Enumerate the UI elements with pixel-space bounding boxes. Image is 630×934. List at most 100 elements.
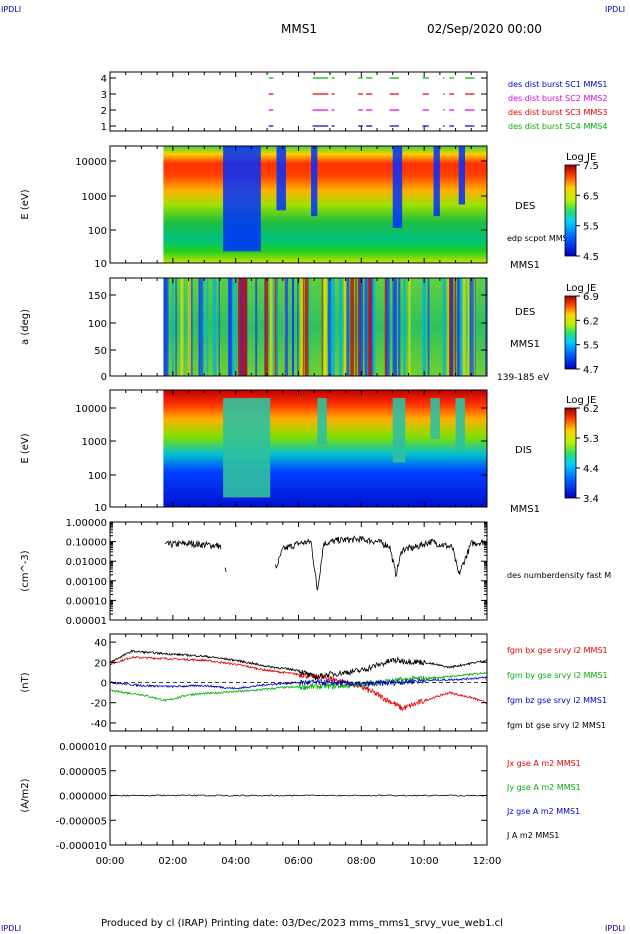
des-pitch-stripe [284,278,289,376]
des-pitch-stripe [218,278,220,376]
burst-legend-3: des dist burst SC3 MMS3 [508,108,607,117]
des-pitch-stripe [462,278,466,376]
burst-ytick-label: 1 [101,122,107,133]
time-axis-label: 08:00 [347,856,376,867]
density-trace [224,567,227,573]
bfield-ytick-label: 40 [94,638,107,649]
des-pitch-stripe [235,278,238,376]
des-pitch-stripe [427,278,430,376]
colorbar-tick-label-3: 5.3 [583,434,599,445]
bfield-ylabel: (nT) [20,672,31,692]
des-energy-heatmap [163,146,488,263]
des-pitch-stripe [350,278,354,376]
des-pitch-stripe [473,278,475,376]
dis-energy-ytick-label: 10000 [75,404,107,415]
des-pitch-stripe [459,278,464,376]
des-pitch-stripe [206,278,209,376]
dis-energy-dip [392,398,406,463]
panel-frame-4 [109,521,488,621]
spacecraft-title: MMS1 [281,22,317,36]
bfield-ytick-label: -20 [91,699,107,710]
date-title: 02/Sep/2020 00:00 [427,22,542,36]
footer-text: Produced by cl (IRAP) Printing date: 03/… [101,918,503,929]
des-pitch-stripe [398,278,401,376]
des-pitch-stripe [180,278,184,376]
des-pitch-stripe [237,278,242,376]
des-energy-dip [392,146,403,228]
des-pitch-stripe [467,278,470,376]
des-pitch-stripe [346,278,350,376]
colorbar-tick-label-2: 5.5 [583,341,599,352]
corner-label-bottom-right: IPDLI [605,924,626,933]
current-ytick-label: -0.000005 [56,816,107,827]
des-pitch-stripe [242,278,245,376]
des-energy-dip [433,146,440,217]
des-pitch-stripe [270,278,273,376]
des-pitch-stripe [469,278,472,376]
des-pitch-stripe [202,278,205,376]
des-pitch-stripe [231,278,235,376]
bfield-ytick-label: 0 [101,679,107,690]
des-pitch-ytick-label: 150 [88,291,107,302]
current-legend-red: Jx gse A m2 MMS1 [506,759,581,768]
density-series-label: des numberdensity fast M [507,571,611,580]
heatmap-layer [163,146,488,507]
des-pitch-stripe [442,278,446,376]
des-pitch-stripe [364,278,368,376]
des-pitch-stripe [166,278,169,376]
dis-energy-ytick-label: 1000 [82,437,107,448]
density-ytick-label: 0.00001 [66,616,107,627]
bfield-trace-blue [109,676,488,690]
des-energy-dip [223,146,261,252]
colorbar-2 [564,295,577,370]
des-pitch-stripe [355,278,357,376]
axes-layer: 4 3 2 1 des dist burst SC1 MMS1 des dist burs… [20,71,611,867]
burst-ytick-label: 3 [101,90,107,101]
colorbar-tick-label-3: 3.4 [583,494,599,505]
dis-energy-dip [455,398,466,451]
colorbar-tick-label-2: 6.2 [583,316,599,327]
des-pitch-stripe [484,278,487,376]
time-axis-label: 02:00 [158,856,187,867]
density-ytick-label: 1.00000 [66,518,107,529]
bfield-ytick-label: -40 [91,719,107,730]
des-pitch-stripe [403,278,406,376]
burst-legend-2: des dist burst SC2 MMS2 [508,94,607,103]
des-pitch-stripe [255,278,258,376]
bfield-ytick-label: 20 [94,658,107,669]
colorbar-tick-label-3: 6.2 [583,404,599,415]
dis-energy-dip [430,398,440,439]
colorbar-title-2: Log JE [566,283,596,294]
des-pitch-ytick-label: 50 [94,346,107,357]
des-energy-ytick-label: 100 [88,226,107,237]
current-ytick-label: 0.000000 [59,792,107,803]
des-energy-spacecraft: MMS1 [510,260,540,271]
des-pitch-stripe [300,278,304,376]
panel-frame-0 [109,71,488,132]
current-ytick-label: -0.000010 [56,841,107,852]
des-pitch-stripe [392,278,396,376]
colorbar-tick-label-2: 6.9 [583,292,599,303]
des-energy-dip [311,146,318,217]
des-pitch-stripe [323,278,327,376]
des-pitch-stripe [368,278,372,376]
burst-legend-4: des dist burst SC4 MMS4 [508,122,607,131]
corner-label-top-left: IPDLI [1,5,22,14]
des-pitch-stripe [229,278,233,376]
current-ylabel: (A/m2) [20,778,31,812]
density-ytick-label: 0.01000 [66,557,107,568]
des-pitch-stripe [304,278,309,376]
des-pitch-ylabel: a (deg) [20,309,31,345]
current-legend-black: J A m2 MMS1 [506,831,559,840]
des-energy-instrument: DES [515,201,535,212]
des-energy-ylabel: E (eV) [20,189,31,219]
des-pitch-stripe [291,278,295,376]
des-pitch-stripe [394,278,397,376]
des-pitch-stripe [297,278,299,376]
colorbar-tick-label-1: 5.5 [583,222,599,233]
des-pitch-stripe [265,278,267,376]
des-pitch-energy-range: 139-185 eV [497,373,550,383]
des-pitch-stripe [321,278,323,376]
density-trace [275,535,488,591]
dis-energy-dip [317,398,327,445]
